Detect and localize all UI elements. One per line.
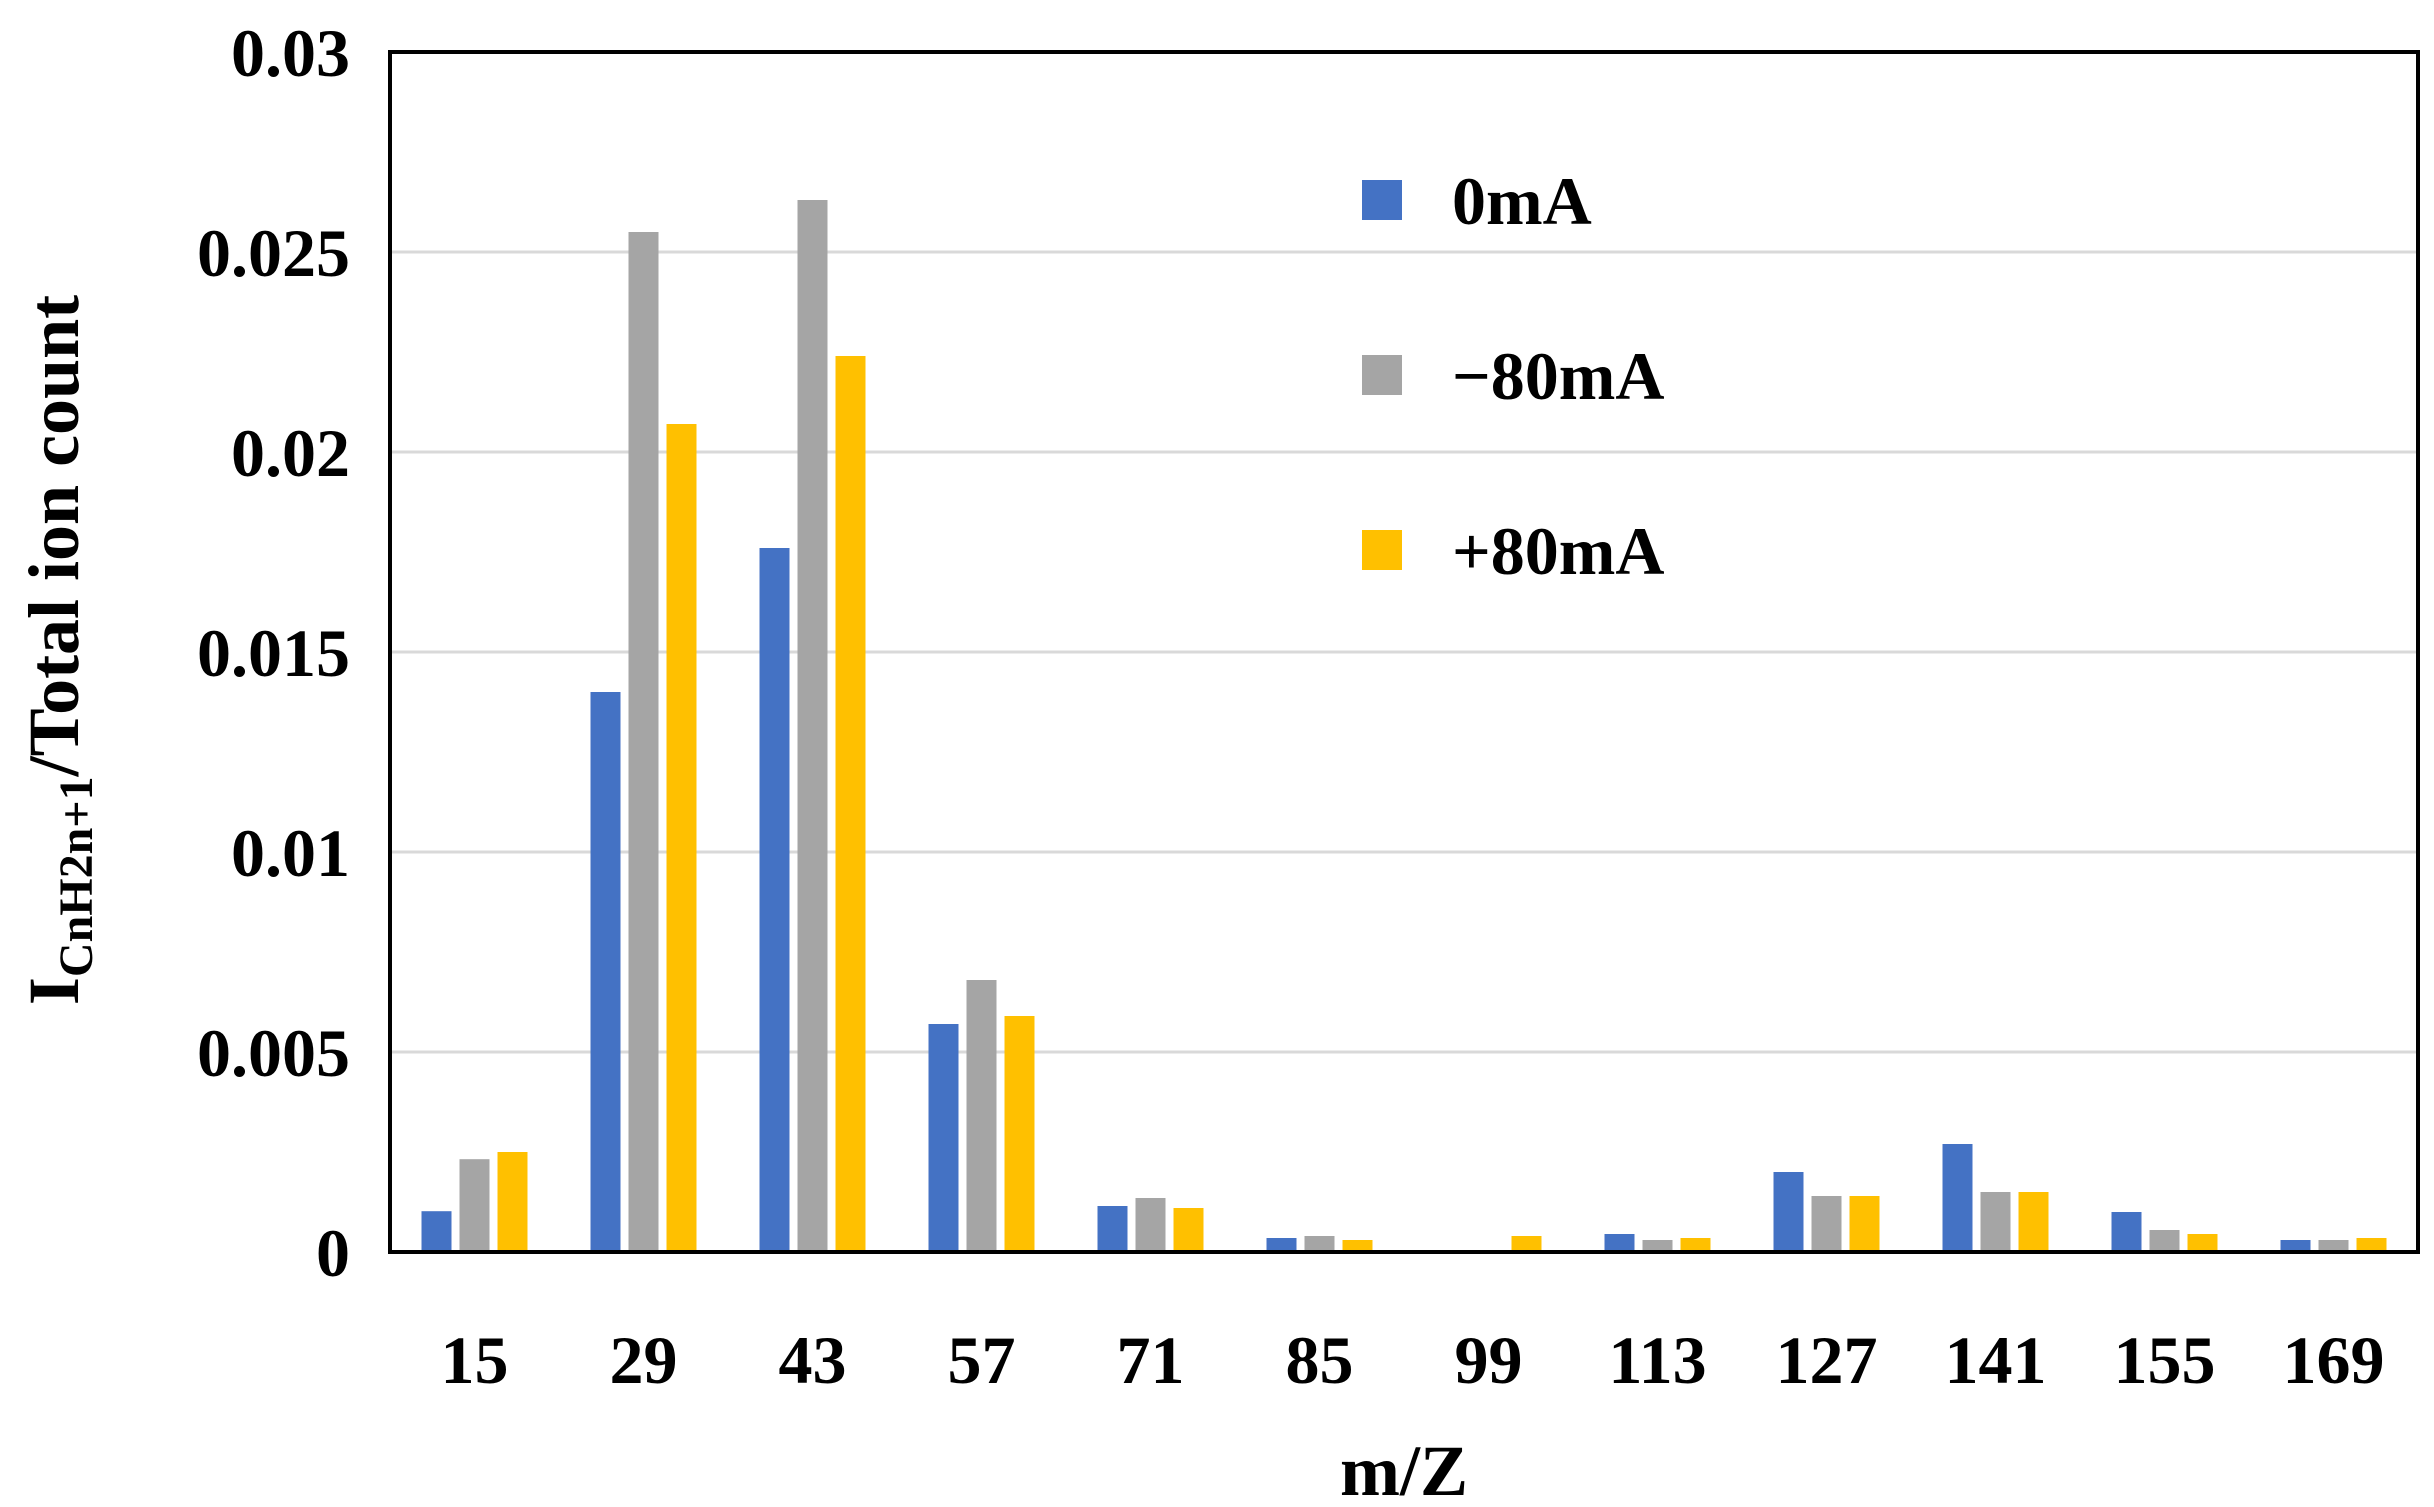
bar-15-series-1 bbox=[421, 1211, 452, 1252]
y-tick-label: 0.02 bbox=[231, 415, 350, 491]
bar-85-series-3 bbox=[1342, 1240, 1373, 1252]
gridlines bbox=[390, 250, 2418, 1054]
bar-169-series-1 bbox=[2280, 1240, 2311, 1252]
y-axis-title-rest: /Total ion count bbox=[14, 295, 94, 777]
y-tick-label: 0.005 bbox=[197, 1015, 350, 1091]
y-tick-label: 0.03 bbox=[231, 15, 350, 91]
bar-169-series-3 bbox=[2356, 1238, 2387, 1252]
bar-43-series-2 bbox=[797, 200, 828, 1252]
x-tick-label: 155 bbox=[2114, 1322, 2216, 1398]
bar-57-series-3 bbox=[1004, 1016, 1035, 1252]
bar-99-series-3 bbox=[1511, 1236, 1542, 1252]
y-axis-title-main: I bbox=[14, 977, 94, 1005]
bar-71-series-1 bbox=[1097, 1206, 1128, 1252]
bar-85-series-2 bbox=[1304, 1236, 1335, 1252]
x-tick-labels: 15 29 43 57 71 85 99 113 127 141 155 169 bbox=[441, 1322, 2385, 1398]
y-tick-label: 0.015 bbox=[197, 615, 350, 691]
bar-127-series-1 bbox=[1773, 1172, 1804, 1252]
x-tick-label: 85 bbox=[1286, 1322, 1354, 1398]
bar-141-series-3 bbox=[2018, 1192, 2049, 1252]
bar-15-series-3 bbox=[497, 1152, 528, 1252]
bar-71-series-3 bbox=[1173, 1208, 1204, 1252]
bar-57-series-2 bbox=[966, 980, 997, 1252]
legend-swatch bbox=[1362, 355, 1402, 395]
bar-29-series-3 bbox=[666, 424, 697, 1252]
plot-frame bbox=[388, 50, 2420, 1254]
bar-57-series-1 bbox=[928, 1024, 959, 1252]
x-tick-label: 169 bbox=[2283, 1322, 2385, 1398]
x-tick-label: 127 bbox=[1776, 1322, 1878, 1398]
legend-label: −80mA bbox=[1452, 338, 1665, 414]
x-tick-label: 141 bbox=[1945, 1322, 2047, 1398]
bar-155-series-2 bbox=[2149, 1230, 2180, 1252]
x-tick-label: 43 bbox=[779, 1322, 847, 1398]
bar-113-series-2 bbox=[1642, 1240, 1673, 1252]
legend-swatch bbox=[1362, 180, 1402, 220]
bar-127-series-2 bbox=[1811, 1196, 1842, 1252]
y-axis-title: ICnH2n+1/Total ion count bbox=[14, 295, 103, 1005]
bar-155-series-3 bbox=[2187, 1234, 2218, 1252]
y-tick-label: 0.01 bbox=[231, 815, 350, 891]
y-tick-label: 0 bbox=[316, 1215, 350, 1291]
bar-141-series-2 bbox=[1980, 1192, 2011, 1252]
x-tick-label: 15 bbox=[441, 1322, 509, 1398]
legend-label: 0mA bbox=[1452, 163, 1592, 239]
x-axis-title: m/Z bbox=[1340, 1431, 1468, 1507]
bar-15-series-2 bbox=[459, 1159, 490, 1252]
bar-127-series-3 bbox=[1849, 1196, 1880, 1252]
y-axis-title-subscript: CnH2n+1 bbox=[50, 776, 103, 977]
bar-29-series-2 bbox=[628, 232, 659, 1252]
bar-43-series-3 bbox=[835, 356, 866, 1252]
bar-169-series-2 bbox=[2318, 1240, 2349, 1252]
x-tick-label: 29 bbox=[610, 1322, 678, 1398]
bar-71-series-2 bbox=[1135, 1198, 1166, 1252]
x-tick-label: 99 bbox=[1455, 1322, 1523, 1398]
legend-label: +80mA bbox=[1452, 513, 1665, 589]
x-tick-label: 71 bbox=[1117, 1322, 1185, 1398]
bar-85-series-1 bbox=[1266, 1238, 1297, 1252]
bar-155-series-1 bbox=[2111, 1212, 2142, 1252]
y-tick-label: 0.025 bbox=[197, 215, 350, 291]
x-tick-label: 57 bbox=[948, 1322, 1016, 1398]
bars bbox=[421, 200, 2387, 1252]
bar-113-series-3 bbox=[1680, 1238, 1711, 1252]
bar-141-series-1 bbox=[1942, 1144, 1973, 1252]
y-tick-labels: 0 0.005 0.01 0.015 0.02 0.025 0.03 bbox=[197, 15, 350, 1291]
x-tick-label: 113 bbox=[1608, 1322, 1706, 1398]
bar-113-series-1 bbox=[1604, 1234, 1635, 1252]
bar-43-series-1 bbox=[759, 548, 790, 1252]
legend-swatch bbox=[1362, 530, 1402, 570]
bar-29-series-1 bbox=[590, 692, 621, 1252]
legend: 0mA −80mA +80mA bbox=[1362, 163, 1665, 589]
